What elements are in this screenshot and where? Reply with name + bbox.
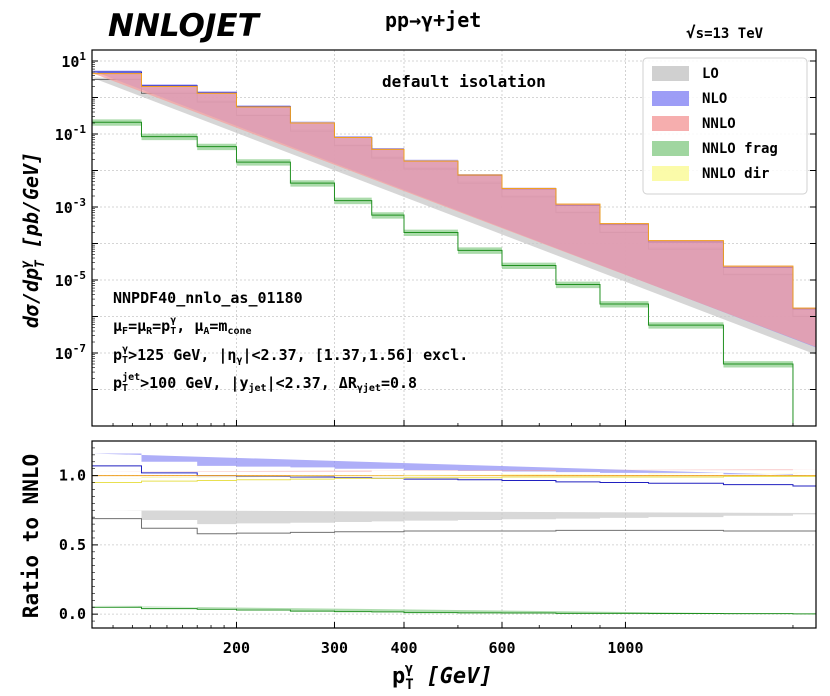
- process-label: pp→γ+jet: [385, 8, 481, 32]
- main-line-nnlo: [92, 73, 816, 348]
- main-band-lo: [92, 77, 816, 355]
- main-line-nnlo-frag: [92, 121, 794, 426]
- legend-swatch-NLO: [652, 91, 689, 106]
- main-ticks: 101 10-1 10-3 10-5 10-7: [55, 50, 816, 426]
- y-tick-label: 10-5: [55, 269, 86, 290]
- ratio-band-nnlo-frag: [92, 605, 816, 615]
- legend-label-dir: NNLO dir: [702, 166, 769, 182]
- ratio-band-nnlo-dir: [92, 472, 816, 479]
- ratio-y-tick-label: 0.5: [59, 536, 86, 554]
- legend: LO NLO NNLO NNLO frag NNLO dir: [642, 57, 808, 195]
- main-band-nnlo: [92, 73, 816, 348]
- legend-swatch-dir: [652, 166, 689, 181]
- ratio-ticks: 200 300 400 600 1000 0.0 0.5 1.0: [59, 447, 794, 657]
- ratio-line-nnlo-frag: [92, 606, 816, 615]
- legend-label-LO: LO: [702, 66, 719, 82]
- y-tick-label: 10-3: [55, 196, 86, 217]
- main-band-nnlo-frag: [92, 119, 793, 368]
- y-tick-label: 101: [61, 50, 86, 71]
- main-plot-area: [92, 70, 816, 426]
- legend-label-frag: NNLO frag: [702, 141, 778, 157]
- ratio-y-tick-label: 0.0: [59, 605, 86, 623]
- photon-cuts-label: pTγ>125 GeV, |ηγ|<2.37, [1.37,1.56] excl…: [113, 344, 468, 366]
- legend-swatch-frag: [652, 141, 689, 156]
- x-tick-label: 1000: [607, 639, 643, 657]
- ratio-band-nnlo: [92, 469, 816, 472]
- nnlojet-logo: NNLOJET: [108, 8, 262, 44]
- legend-swatch-NNLO: [652, 116, 689, 131]
- energy-label: √s=13 TeV: [686, 23, 764, 42]
- y-tick-label: 10-1: [55, 123, 87, 144]
- ratio-y-tick-label: 1.0: [59, 467, 86, 485]
- pdf-label: NNPDF40_nnlo_as_01180: [113, 289, 303, 307]
- ratio-line-lo: [92, 518, 816, 535]
- x-axis-label: pTγ [GeV]: [392, 661, 493, 693]
- x-tick-label: 400: [390, 639, 417, 657]
- y-tick-label: 10-7: [55, 342, 86, 363]
- main-panel-frame: [91, 49, 817, 427]
- x-tick-label: 200: [223, 639, 250, 657]
- x-tick-label: 600: [488, 639, 515, 657]
- cuts-text-block: NNPDF40_nnlo_as_01180 μF=μR=pTγ, μA=mcon…: [113, 289, 468, 394]
- ratio-plot-area: [92, 453, 816, 615]
- x-tick-label: 300: [321, 639, 348, 657]
- energy-value: s=13 TeV: [696, 26, 764, 42]
- ratio-ylabel: Ratio to NNLO: [19, 454, 43, 618]
- legend-swatch-LO: [652, 66, 689, 81]
- sqrt-sign: √: [686, 23, 696, 42]
- jet-cuts-label: pTjet>100 GeV, |yjet|<2.37, ΔRγjet=0.8: [113, 371, 417, 394]
- ratio-panel-frame: [91, 440, 817, 629]
- ratio-line-nnlo-dir: [92, 475, 816, 484]
- legend-label-NLO: NLO: [702, 91, 727, 107]
- isolation-label: default isolation: [382, 72, 546, 91]
- ratio-band-lo: [92, 510, 816, 525]
- main-ylabel: dσ/dpTγ [pb/GeV]: [19, 152, 48, 328]
- legend-label-NNLO: NNLO: [702, 116, 736, 132]
